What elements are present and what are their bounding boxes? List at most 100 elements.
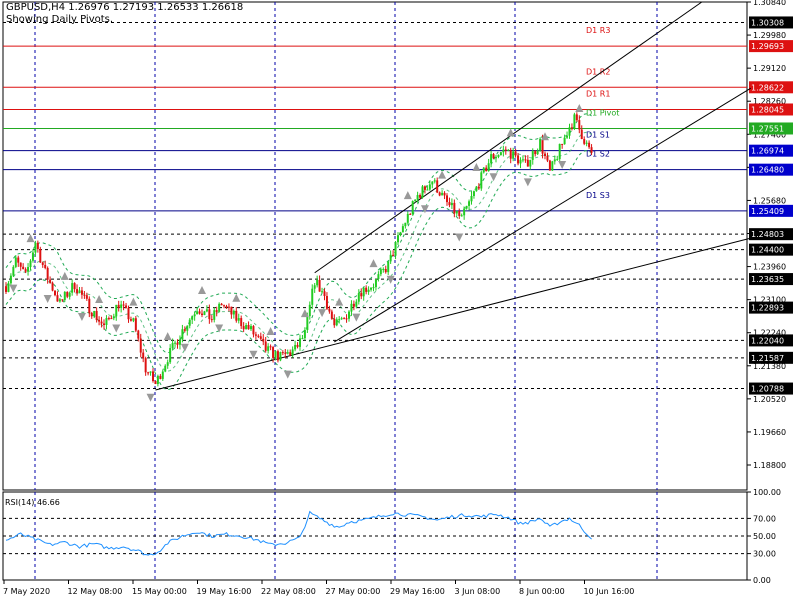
candle-body <box>590 147 593 153</box>
candle-body <box>492 154 495 159</box>
candle-body <box>578 120 581 130</box>
candle-body <box>44 264 47 269</box>
level-price-label: 1.21587 <box>751 354 784 363</box>
candle-body <box>384 268 387 273</box>
candle-body <box>360 293 363 297</box>
candle-body <box>181 329 184 340</box>
candle-body <box>88 298 91 313</box>
pivot-label: D1 R3 <box>586 26 610 35</box>
fractal-down-arrow <box>215 324 224 333</box>
pivot-price-box <box>749 81 793 94</box>
candle-body <box>262 338 265 342</box>
candle-body <box>433 180 436 182</box>
candle-body <box>147 372 150 374</box>
candle-body <box>541 138 544 154</box>
candle-body <box>95 310 98 320</box>
candle-body <box>580 129 583 140</box>
candle-body <box>134 318 137 331</box>
candle-body <box>90 312 93 317</box>
candle-body <box>352 303 355 307</box>
candle-body <box>281 352 284 354</box>
candle-body <box>166 362 169 366</box>
price-tick-label: 1.23100 <box>753 296 786 305</box>
fractal-up-arrow <box>575 104 584 113</box>
fractal-up-arrow <box>541 132 549 141</box>
fractal-up-arrow <box>438 170 447 179</box>
price-tick-label: 1.22240 <box>753 329 786 338</box>
candle-body <box>112 316 115 319</box>
fractal-down-arrow <box>249 350 258 359</box>
candle-body <box>93 310 96 317</box>
candle-body <box>374 279 377 288</box>
candle-body <box>568 127 571 136</box>
candle-body <box>299 338 301 347</box>
candle-body <box>308 304 311 317</box>
candle-body <box>362 287 365 297</box>
candle-body <box>431 181 434 185</box>
candle-body <box>264 341 267 351</box>
candle-body <box>419 194 422 198</box>
candle-body <box>441 192 444 196</box>
fractal-down-arrow <box>352 313 361 322</box>
time-tick-label: 27 May 00:00 <box>326 587 381 596</box>
candle-body <box>54 290 56 296</box>
price-tick-label: 1.28260 <box>753 97 786 106</box>
candle-body <box>164 365 167 372</box>
candle-body <box>254 334 257 336</box>
fractal-down-arrow <box>386 275 395 284</box>
rsi-line <box>5 510 592 556</box>
candle-body <box>377 274 380 280</box>
candle-body <box>340 318 343 320</box>
candle-body <box>139 338 142 353</box>
level-price-label: 1.30308 <box>751 18 784 27</box>
candle-body <box>458 211 461 216</box>
fractal-up-arrow <box>266 327 275 336</box>
candle-body <box>475 186 478 192</box>
pivot-price-label: 1.25409 <box>751 207 784 216</box>
candle-body <box>110 318 113 320</box>
candle-body <box>22 266 25 270</box>
candle-body <box>401 226 404 233</box>
candle-body <box>389 254 392 262</box>
pivot-label: D1 Pivot <box>586 108 619 117</box>
candle-body <box>367 289 370 292</box>
candle-body <box>495 156 497 159</box>
candle-body <box>588 142 591 148</box>
fractal-down-arrow <box>558 161 567 170</box>
candle-body <box>306 316 309 331</box>
candle-body <box>29 260 32 268</box>
candle-body <box>120 304 123 308</box>
time-tick-label: 7 May 2020 <box>3 587 50 596</box>
candle-body <box>343 318 346 320</box>
candle-body <box>477 186 480 189</box>
fractal-markers <box>9 104 584 402</box>
candle-body <box>242 326 245 330</box>
candle-body <box>345 318 348 320</box>
level-price-box <box>749 16 793 29</box>
candle-body <box>544 153 546 156</box>
candle-body <box>553 159 556 162</box>
fractal-down-arrow <box>9 284 18 293</box>
candle-body <box>570 127 573 129</box>
candle-body <box>176 342 179 345</box>
candle-body <box>154 381 157 384</box>
candle-body <box>252 326 255 335</box>
candle-body <box>39 248 42 263</box>
candle-body <box>497 155 500 157</box>
candle-body <box>436 180 439 193</box>
candle-body <box>34 242 37 253</box>
candle-body <box>411 201 414 215</box>
candle-body <box>85 295 88 299</box>
candle-body <box>480 172 483 189</box>
candle-body <box>169 348 172 363</box>
candle-body <box>171 343 174 349</box>
candle-body <box>512 151 515 159</box>
candle-body <box>421 186 424 198</box>
fractal-up-arrow <box>369 259 378 268</box>
candle-body <box>149 371 152 373</box>
candle-body <box>125 305 128 308</box>
candle-body <box>144 358 147 373</box>
pivot-price-label: 1.29693 <box>751 42 784 51</box>
rsi-tick-label: 100.00 <box>753 488 781 497</box>
